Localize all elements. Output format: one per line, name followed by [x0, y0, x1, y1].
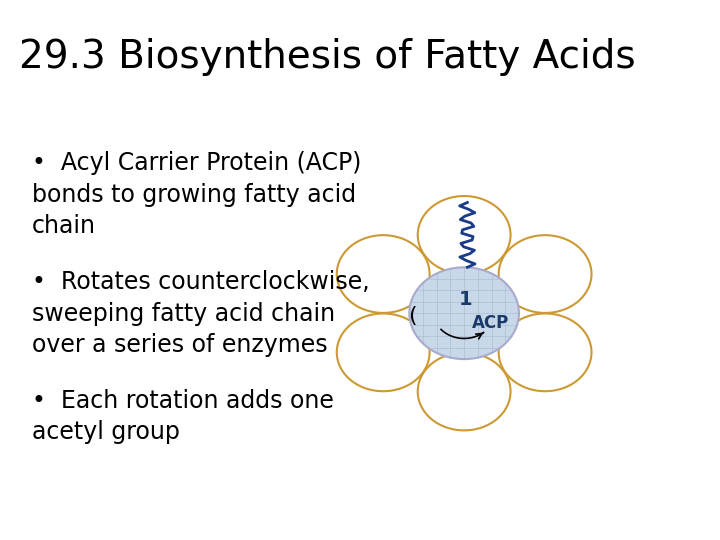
Circle shape [337, 313, 430, 391]
Circle shape [499, 235, 592, 313]
Circle shape [418, 196, 510, 274]
Text: •  Acyl Carrier Protein (ACP)
bonds to growing fatty acid
chain: • Acyl Carrier Protein (ACP) bonds to gr… [32, 151, 361, 238]
Text: (: ( [408, 306, 417, 326]
Text: •  Each rotation adds one
acetyl group: • Each rotation adds one acetyl group [32, 389, 334, 444]
Text: •  Rotates counterclockwise,
sweeping fatty acid chain
over a series of enzymes: • Rotates counterclockwise, sweeping fat… [32, 270, 370, 357]
Text: 29.3 Biosynthesis of Fatty Acids: 29.3 Biosynthesis of Fatty Acids [19, 38, 636, 76]
Text: 1: 1 [459, 290, 472, 309]
Circle shape [337, 235, 430, 313]
Text: ACP: ACP [472, 314, 509, 332]
Circle shape [418, 353, 510, 430]
Circle shape [499, 313, 592, 392]
Circle shape [410, 267, 519, 359]
